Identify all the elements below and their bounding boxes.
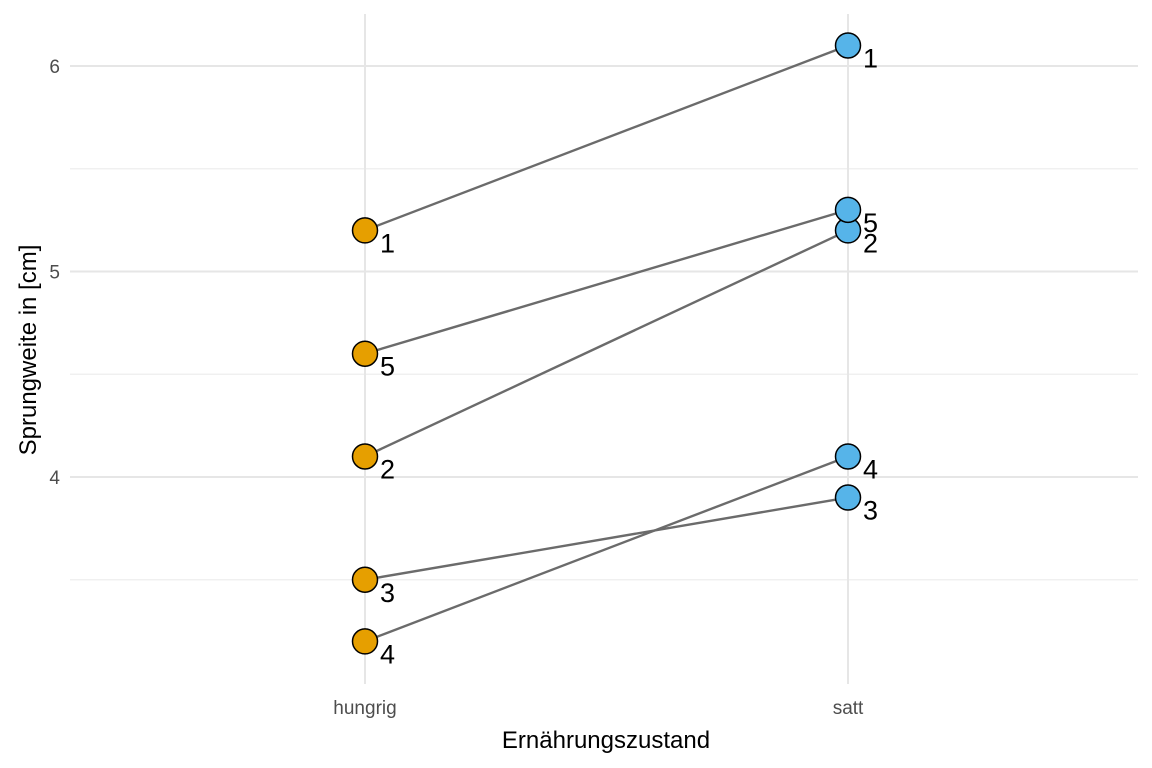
x-tick-label: satt xyxy=(833,698,864,719)
point-label: 5 xyxy=(863,208,878,238)
data-point xyxy=(351,340,379,367)
point-label: 4 xyxy=(380,639,395,669)
x-axis-title: Ernährungszustand xyxy=(502,727,710,754)
y-axis-title: Sprungweite in [cm] xyxy=(15,245,42,456)
data-point xyxy=(834,443,862,470)
pair-line xyxy=(364,455,849,643)
pair-line xyxy=(364,496,849,581)
data-point xyxy=(834,484,862,511)
minor-gridlines xyxy=(70,168,1138,581)
y-tick-label: 4 xyxy=(49,468,60,489)
major-gridlines xyxy=(70,14,1138,684)
data-point xyxy=(351,217,379,244)
pair-line xyxy=(364,208,849,355)
y-tick-label: 6 xyxy=(49,57,60,78)
point-labels: 1 1 2 2 3 3 4 4 5 5 xyxy=(380,43,878,669)
point-label: 3 xyxy=(380,578,395,608)
data-points xyxy=(351,32,862,655)
pair-line xyxy=(364,229,849,458)
point-label: 3 xyxy=(863,496,878,526)
data-point xyxy=(834,196,862,224)
point-label: 2 xyxy=(380,454,395,484)
tick-labels: 4 5 6 hungrig satt xyxy=(49,57,864,719)
x-tick-label: hungrig xyxy=(333,698,396,719)
point-label: 2 xyxy=(863,228,878,258)
point-label: 4 xyxy=(863,454,878,484)
data-point xyxy=(834,32,862,59)
pair-lines xyxy=(364,44,849,643)
y-tick-label: 5 xyxy=(49,263,60,284)
pair-line xyxy=(364,44,849,232)
point-label: 1 xyxy=(380,228,395,258)
data-point xyxy=(351,566,379,593)
data-point xyxy=(351,443,379,470)
data-point xyxy=(351,628,379,655)
point-label: 5 xyxy=(380,352,395,382)
point-label: 1 xyxy=(863,43,878,73)
